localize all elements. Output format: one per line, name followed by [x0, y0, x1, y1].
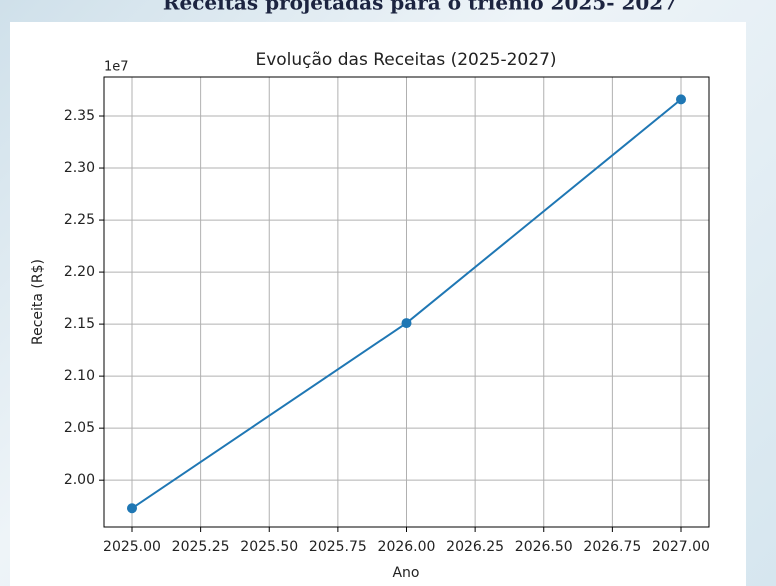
x-axis-label: Ano: [392, 565, 419, 581]
y-tick-label: 2.30: [64, 160, 95, 176]
y-tick-label: 2.15: [64, 316, 95, 332]
y-tick-label: 2.00: [64, 472, 95, 488]
x-tick-label: 2026.50: [515, 539, 573, 555]
chart-background: [10, 22, 746, 586]
x-tick-label: 2025.25: [172, 539, 230, 555]
x-tick-label: 2026.75: [583, 539, 641, 555]
plot-frame: [103, 76, 710, 528]
page-heading: Receitas projetadas para o triênio 2025-…: [163, 0, 677, 15]
y-tick-label: 2.20: [64, 264, 95, 280]
x-tick-label: 2025.75: [309, 539, 367, 555]
data-point: [676, 94, 687, 105]
chart-title: Evolução das Receitas (2025-2027): [255, 50, 556, 70]
y-offset-text: 1e7: [104, 60, 129, 75]
y-tick-label: 2.35: [64, 108, 95, 124]
y-tick-label: 2.25: [64, 212, 95, 228]
y-tick-label: 2.05: [64, 420, 95, 436]
x-tick-label: 2026.00: [378, 539, 436, 555]
x-tick-label: 2027.00: [652, 539, 710, 555]
x-tick-label: 2025.50: [240, 539, 298, 555]
y-axis-label: Receita (R$): [30, 259, 46, 345]
data-point: [126, 503, 137, 514]
data-point: [401, 318, 412, 329]
y-tick-label: 2.10: [64, 368, 95, 384]
x-tick-label: 2026.25: [446, 539, 504, 555]
x-tick-label: 2025.00: [103, 539, 161, 555]
